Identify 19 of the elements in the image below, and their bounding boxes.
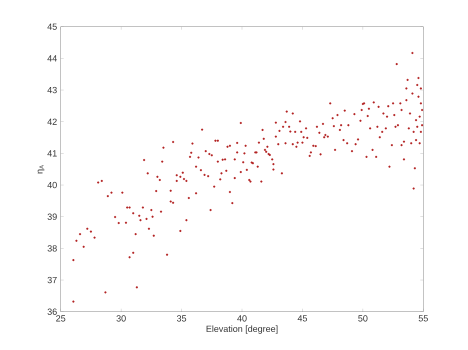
x-tick-label: 50 — [358, 315, 368, 322]
y-tick-label: 36 — [48, 308, 57, 315]
x-tick-label: 30 — [116, 315, 126, 322]
x-tick-label: 45 — [298, 315, 308, 322]
y-tick-label: 40 — [47, 182, 57, 188]
y-tick-label: 39 — [48, 214, 57, 220]
y-tick-label: 41 — [47, 150, 57, 156]
x-tick-label: 55 — [418, 315, 428, 322]
y-axis-title: η$_{A}$ — [38, 164, 44, 174]
y-tick-label: 44 — [47, 55, 57, 62]
x-tick-label: 35 — [176, 315, 186, 322]
x-axis-title: Elevation [degree] — [206, 325, 278, 334]
y-tick-label: 38 — [48, 245, 57, 252]
x-tick-label: 40 — [237, 315, 247, 322]
y-tick-label: 42 — [47, 118, 57, 125]
y-tick-label: 45 — [47, 24, 57, 30]
y-tick-label: 43 — [47, 86, 57, 94]
y-tick-label: 37 — [48, 276, 57, 284]
x-tick-label: 25 — [56, 315, 66, 322]
